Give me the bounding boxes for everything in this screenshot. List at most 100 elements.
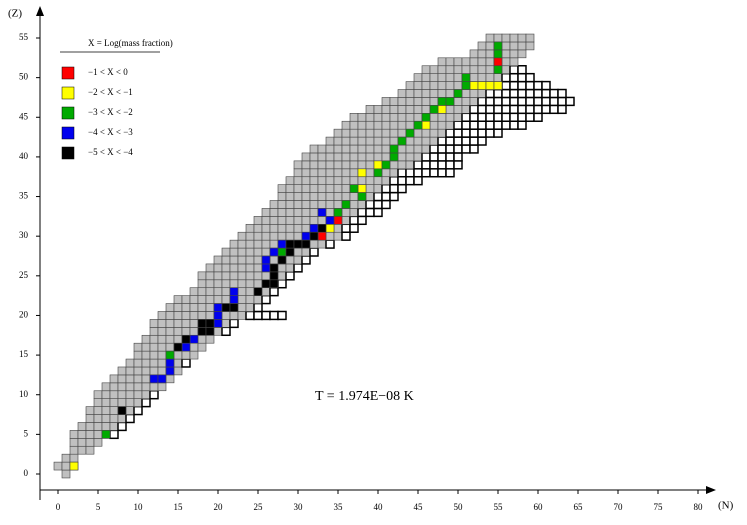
stable-cell xyxy=(285,263,295,273)
stable-cell xyxy=(365,120,375,130)
stable-cell xyxy=(221,255,231,265)
open-cell xyxy=(429,168,439,178)
open-cell xyxy=(413,168,423,178)
stable-cell xyxy=(85,438,95,447)
stable-cell xyxy=(181,350,191,360)
open-cell xyxy=(349,215,359,226)
open-cell xyxy=(461,136,471,146)
abundance-cell xyxy=(317,231,327,241)
open-cell xyxy=(461,112,471,122)
stable-cell xyxy=(125,382,135,392)
stable-cell xyxy=(317,216,327,225)
stable-cell xyxy=(349,168,359,178)
stable-cell xyxy=(333,184,343,193)
stable-cell xyxy=(285,223,295,233)
stable-cell xyxy=(509,33,519,43)
stable-cell xyxy=(317,152,327,162)
stable-cell xyxy=(477,57,487,67)
stable-cell xyxy=(197,303,207,312)
open-cell xyxy=(477,128,487,138)
open-cell xyxy=(437,144,447,154)
stable-cell xyxy=(277,263,287,273)
stable-cell xyxy=(253,271,263,281)
abundance-cell xyxy=(389,144,399,154)
legend-swatch xyxy=(61,86,75,100)
stable-cell xyxy=(421,73,431,82)
stable-cell xyxy=(405,136,415,146)
stable-cell xyxy=(117,398,127,407)
x-tick-label: 80 xyxy=(694,502,704,512)
stable-cell xyxy=(77,438,87,447)
stable-cell xyxy=(261,239,271,249)
stable-cell xyxy=(221,279,231,289)
stable-cell xyxy=(237,239,247,249)
stable-cell xyxy=(229,239,239,249)
stable-cell xyxy=(325,184,335,193)
x-tick-label: 70 xyxy=(614,502,624,512)
open-cell xyxy=(277,279,287,289)
stable-cell xyxy=(125,406,135,415)
open-cell xyxy=(485,96,495,107)
stable-cell xyxy=(357,160,367,170)
stable-cell xyxy=(245,295,255,304)
stable-cell xyxy=(221,311,231,320)
legend-label: −5 < X < −4 xyxy=(88,147,133,157)
abundance-cell xyxy=(341,200,351,209)
stable-cell xyxy=(429,120,439,130)
open-cell xyxy=(557,88,567,99)
stable-cell xyxy=(429,81,439,90)
stable-cell xyxy=(221,271,231,281)
stable-cell xyxy=(181,319,191,328)
stable-cell xyxy=(381,168,391,178)
legend-swatch xyxy=(61,126,75,140)
stable-cell xyxy=(413,136,423,146)
stable-cell xyxy=(461,89,471,98)
stable-cell xyxy=(109,390,119,399)
stable-cell xyxy=(237,247,247,257)
y-tick-label: 45 xyxy=(19,111,29,121)
open-cell xyxy=(533,88,543,99)
stable-cell xyxy=(101,398,111,407)
stable-cell xyxy=(301,216,311,225)
stable-cell xyxy=(397,160,407,170)
open-cell xyxy=(293,263,303,273)
stable-cell xyxy=(517,41,527,51)
stable-cell xyxy=(365,105,375,114)
stable-cell xyxy=(93,422,103,431)
open-cell xyxy=(261,310,271,321)
abundance-cell xyxy=(269,279,279,289)
open-cell xyxy=(429,152,439,162)
stable-cell xyxy=(437,73,447,82)
stable-cell xyxy=(341,176,351,185)
abundance-cell xyxy=(421,120,431,130)
open-cell xyxy=(549,104,559,115)
stable-cell xyxy=(413,89,423,98)
open-cell xyxy=(389,191,399,202)
abundance-cell xyxy=(197,319,207,328)
open-cell xyxy=(541,88,551,99)
stable-cell xyxy=(301,247,311,257)
stable-cell xyxy=(101,422,111,431)
stable-cell xyxy=(293,168,303,178)
x-tick-label: 5 xyxy=(96,502,101,512)
stable-cell xyxy=(109,382,119,392)
x-tick-label: 0 xyxy=(56,502,61,512)
stable-cell xyxy=(341,168,351,178)
stable-cell xyxy=(389,113,399,122)
stable-cell xyxy=(245,247,255,257)
stable-cell xyxy=(173,303,183,312)
stable-cell xyxy=(293,184,303,193)
stable-cell xyxy=(157,327,167,336)
y-tick-label: 50 xyxy=(19,72,29,82)
stable-cell xyxy=(189,327,199,336)
open-cell xyxy=(533,96,543,107)
stable-cell xyxy=(341,192,351,201)
annotation: T = 1.974E−08 K xyxy=(315,389,414,404)
stable-cell xyxy=(293,208,303,217)
open-cell xyxy=(181,358,191,368)
stable-cell xyxy=(133,358,143,368)
stable-cell xyxy=(413,152,423,162)
stable-cell xyxy=(141,390,151,399)
stable-cell xyxy=(93,438,103,447)
open-cell xyxy=(445,136,455,146)
